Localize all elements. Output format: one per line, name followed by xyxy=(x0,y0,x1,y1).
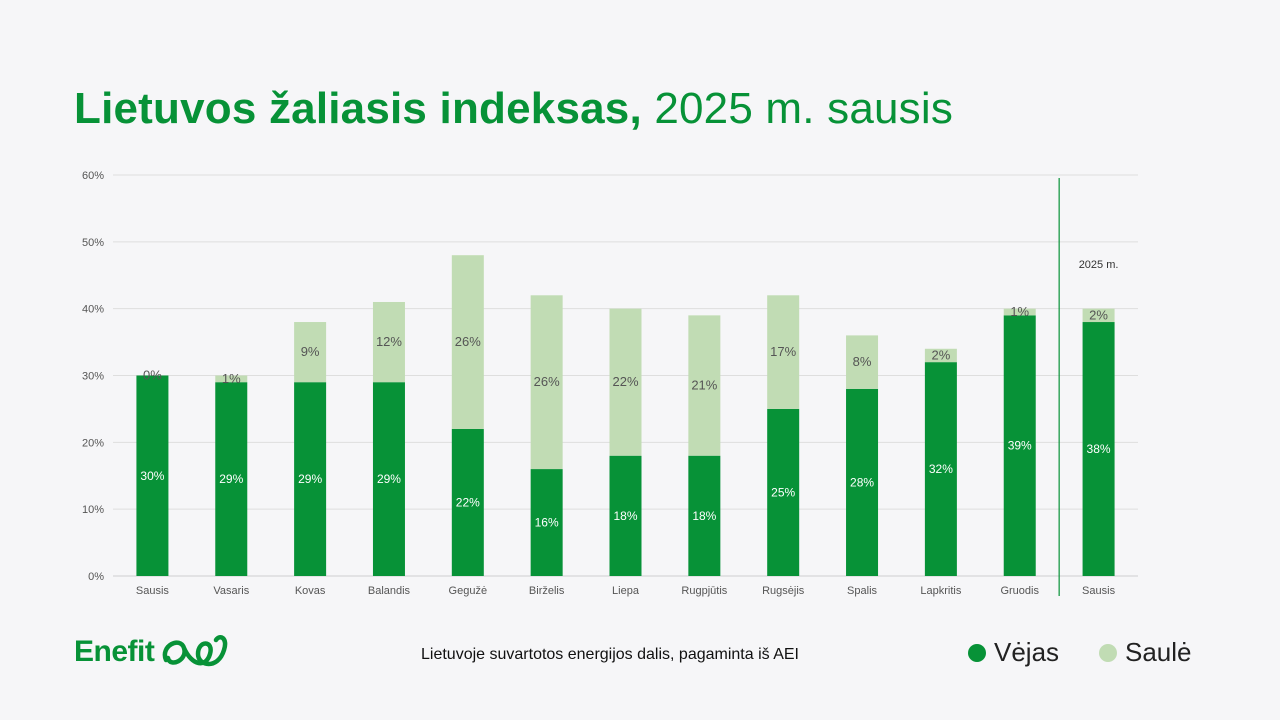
x-tick-label: Liepa xyxy=(612,585,640,597)
legend-swatch-vejas xyxy=(968,643,986,662)
y-tick-label: 0% xyxy=(88,571,104,583)
y-tick-label: 30% xyxy=(82,371,104,383)
x-tick-label: Birželis xyxy=(529,585,565,597)
data-label-vejas: 30% xyxy=(140,469,164,483)
chart-caption: Lietuvoje suvartotos energijos dalis, pa… xyxy=(421,646,799,663)
y-tick-label: 10% xyxy=(82,504,104,516)
data-label-vejas: 29% xyxy=(377,472,401,486)
legend-item-vejas: Vėjas xyxy=(968,637,1059,668)
y-tick-label: 60% xyxy=(82,170,104,182)
bar-saule xyxy=(924,348,957,363)
bar-vejas xyxy=(530,469,563,576)
bar-saule xyxy=(1003,308,1036,316)
x-tick-label: Gruodis xyxy=(1000,585,1039,597)
y-tick-label: 20% xyxy=(82,437,104,449)
title-rest: 2025 m. sausis xyxy=(641,84,954,133)
data-label-saule: 21% xyxy=(691,378,717,393)
bar-vejas xyxy=(215,382,248,576)
data-label-saule: 2% xyxy=(1089,307,1108,322)
year-separator-label: 2025 m. xyxy=(1079,259,1119,271)
bar-vejas xyxy=(1082,322,1115,576)
bar-saule xyxy=(1082,308,1115,323)
data-label-saule: 1% xyxy=(1010,304,1029,319)
x-tick-label: Spalis xyxy=(847,585,877,597)
data-label-vejas: 25% xyxy=(771,485,795,499)
y-tick-label: 40% xyxy=(82,304,104,316)
data-label-vejas: 28% xyxy=(850,475,874,489)
x-tick-label: Sausis xyxy=(1082,585,1116,597)
bar-saule xyxy=(530,295,563,470)
logo-text: Enefit xyxy=(74,635,155,668)
bar-vejas xyxy=(136,375,169,576)
x-tick-label: Rugpjūtis xyxy=(681,585,727,597)
bar-vejas xyxy=(688,455,721,576)
data-label-saule: 26% xyxy=(455,334,481,349)
x-tick-label: Gegužė xyxy=(449,585,488,597)
legend-item-saule: Saulė xyxy=(1099,637,1192,668)
data-label-vejas: 38% xyxy=(1087,442,1111,456)
x-tick-label: Lapkritis xyxy=(920,585,961,597)
legend-swatch-saule xyxy=(1099,643,1117,662)
bar-vejas xyxy=(846,388,879,576)
data-label-vejas: 39% xyxy=(1008,439,1032,453)
x-tick-label: Vasaris xyxy=(213,585,249,597)
bar-vejas xyxy=(924,362,957,576)
data-label-vejas: 18% xyxy=(613,509,637,523)
data-label-saule: 1% xyxy=(222,371,241,386)
title-bold: Lietuvos žaliasis indeksas, xyxy=(74,84,642,133)
data-label-saule: 8% xyxy=(853,354,872,369)
data-label-saule: 17% xyxy=(770,344,796,359)
data-label-vejas: 22% xyxy=(456,495,480,509)
bar-vejas xyxy=(609,455,642,576)
data-label-vejas: 18% xyxy=(692,509,716,523)
x-tick-label: Kovas xyxy=(295,585,326,597)
x-tick-label: Sausis xyxy=(136,585,170,597)
data-label-vejas: 29% xyxy=(219,472,243,486)
data-label-vejas: 32% xyxy=(929,462,953,476)
bar-vejas xyxy=(451,428,484,576)
bar-saule xyxy=(215,375,248,383)
bar-vejas xyxy=(767,408,800,576)
page-title: Lietuvos žaliasis indeksas, 2025 m. saus… xyxy=(74,84,953,134)
data-label-saule: 12% xyxy=(376,334,402,349)
enefit-logo: Enefit xyxy=(74,630,232,674)
data-label-saule: 22% xyxy=(612,374,638,389)
bar-vejas xyxy=(1003,315,1036,576)
legend-label-vejas: Vėjas xyxy=(994,637,1060,667)
data-label-saule: 26% xyxy=(534,374,560,389)
y-tick-label: 50% xyxy=(82,237,104,249)
bar-saule xyxy=(451,255,484,429)
x-tick-label: Rugsėjis xyxy=(762,585,805,597)
bar-saule xyxy=(846,335,879,389)
data-label-vejas: 16% xyxy=(535,516,559,530)
data-label-saule: 9% xyxy=(301,344,320,359)
bar-saule xyxy=(688,315,721,456)
x-tick-label: Balandis xyxy=(368,585,411,597)
bar-saule xyxy=(294,322,327,383)
bar-saule xyxy=(767,295,800,409)
bar-saule xyxy=(609,308,642,456)
enefit-swirl-icon xyxy=(163,635,228,667)
bar-vejas xyxy=(294,382,327,576)
legend-label-saule: Saulė xyxy=(1125,637,1192,667)
bar-vejas xyxy=(372,382,405,576)
data-label-vejas: 29% xyxy=(298,472,322,486)
data-label-saule: 0% xyxy=(143,368,162,383)
data-label-saule: 2% xyxy=(931,347,950,362)
bar-saule xyxy=(372,301,405,383)
